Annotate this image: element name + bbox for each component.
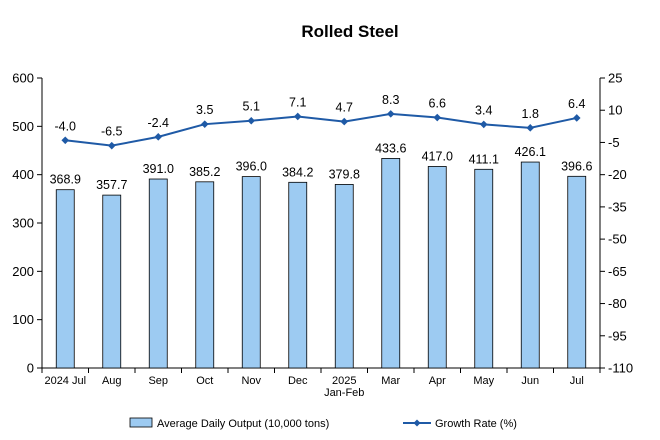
y-left-tick-label: 100: [12, 312, 34, 327]
plot-area: 0 100 200 300 400 500 600 -110 -95 -80 -65 -50 -35 -2…: [12, 71, 633, 400]
growth-marker: [61, 136, 70, 145]
y-right-tick-label: -65: [608, 264, 627, 279]
growth-value-label: -4.0: [54, 119, 76, 133]
bar: [55, 189, 75, 369]
x-tick-label: Nov: [241, 375, 261, 387]
bar-value-label: 391.0: [143, 162, 174, 176]
y-right-tick-label: 25: [608, 71, 622, 86]
x-tick-label: 2025 Jan-Feb: [324, 375, 364, 399]
bar: [381, 158, 401, 369]
bar-value-label: 426.1: [515, 145, 546, 159]
bar-value-label: 396.6: [561, 159, 592, 173]
x-tick-label: Jul: [570, 375, 584, 387]
growth-marker: [293, 112, 302, 121]
bar-value-label: 357.7: [96, 178, 127, 192]
y-left-tick-label: 300: [12, 216, 34, 231]
bar-value-label: 379.8: [329, 167, 360, 181]
bar: [474, 168, 494, 369]
y-right-tick-label: -20: [608, 167, 627, 182]
x-tick-label: Oct: [196, 375, 213, 387]
y-left-tick-label: 600: [12, 71, 34, 86]
growth-value-label: 5.1: [243, 100, 260, 114]
y-left-tick-label: 200: [12, 264, 34, 279]
growth-marker: [200, 120, 209, 128]
growth-marker: [433, 113, 442, 122]
growth-marker: [154, 133, 163, 141]
growth-value-label: -6.5: [101, 125, 123, 139]
growth-value-label: 1.8: [522, 107, 539, 121]
growth-marker: [340, 117, 349, 126]
y-left-tick-label: 0: [27, 361, 34, 376]
growth-marker: [526, 124, 535, 132]
growth-value-label: 8.3: [382, 93, 399, 107]
x-tick-label: Dec: [288, 375, 308, 387]
legend-marker-growth: [413, 419, 421, 427]
growth-marker: [247, 116, 256, 125]
growth-marker: [107, 141, 116, 150]
y-right-tick-label: -5: [608, 135, 620, 150]
growth-value-label: 7.1: [289, 95, 306, 109]
growth-value-label: 3.4: [475, 103, 492, 117]
bar-value-label: 417.0: [422, 149, 453, 163]
legend-swatch-bars: [129, 417, 153, 428]
bar: [241, 176, 261, 369]
bar: [427, 166, 447, 369]
y-right-tick-label: -35: [608, 199, 627, 214]
x-tick-label: Jun: [521, 375, 539, 387]
growth-marker: [479, 120, 488, 129]
y-right-tick-label: -50: [608, 232, 627, 247]
growth-value-label: -2.4: [147, 116, 169, 130]
bar: [102, 194, 122, 369]
chart-title: Rolled Steel: [301, 22, 398, 41]
x-tick-label: Apr: [429, 375, 446, 387]
x-tick-label: Mar: [381, 375, 400, 387]
growth-marker: [386, 110, 395, 118]
growth-value-label: 3.5: [196, 103, 213, 117]
x-tick-label: Aug: [102, 375, 122, 387]
bar-value-label: 384.2: [282, 165, 313, 179]
bar: [567, 175, 587, 369]
bar-value-label: 385.2: [189, 165, 220, 179]
x-tick-label: Sep: [148, 375, 168, 387]
y-right-tick-label: -110: [608, 361, 633, 376]
legend-label-bars: Average Daily Output (10,000 tons): [157, 418, 329, 430]
bar: [520, 161, 540, 369]
y-right-tick-label: -80: [608, 296, 627, 311]
growth-value-label: 6.6: [429, 97, 446, 111]
bar: [334, 184, 354, 369]
bar: [288, 181, 308, 369]
bar: [148, 178, 168, 369]
y-left-tick-label: 400: [12, 167, 34, 182]
legend-label-growth: Growth Rate (%): [435, 418, 517, 430]
growth-marker: [572, 114, 581, 122]
x-tick-label: May: [473, 375, 494, 387]
bar-value-label: 396.0: [236, 160, 267, 174]
growth-line: [65, 112, 577, 147]
x-tick-label: 2024 Jul: [44, 375, 86, 387]
bar-value-label: 411.1: [469, 152, 499, 166]
bar-value-label: 368.9: [50, 173, 81, 187]
y-right-tick-label: -95: [608, 328, 627, 343]
growth-value-label: 4.7: [336, 101, 353, 115]
bar-value-label: 433.6: [375, 141, 406, 155]
growth-value-label: 6.4: [568, 97, 585, 111]
y-left-tick-label: 500: [12, 119, 34, 134]
bar: [195, 181, 215, 369]
legend: Average Daily Output (10,000 tons) Growt…: [129, 417, 517, 430]
y-right-tick-label: 10: [608, 103, 622, 118]
